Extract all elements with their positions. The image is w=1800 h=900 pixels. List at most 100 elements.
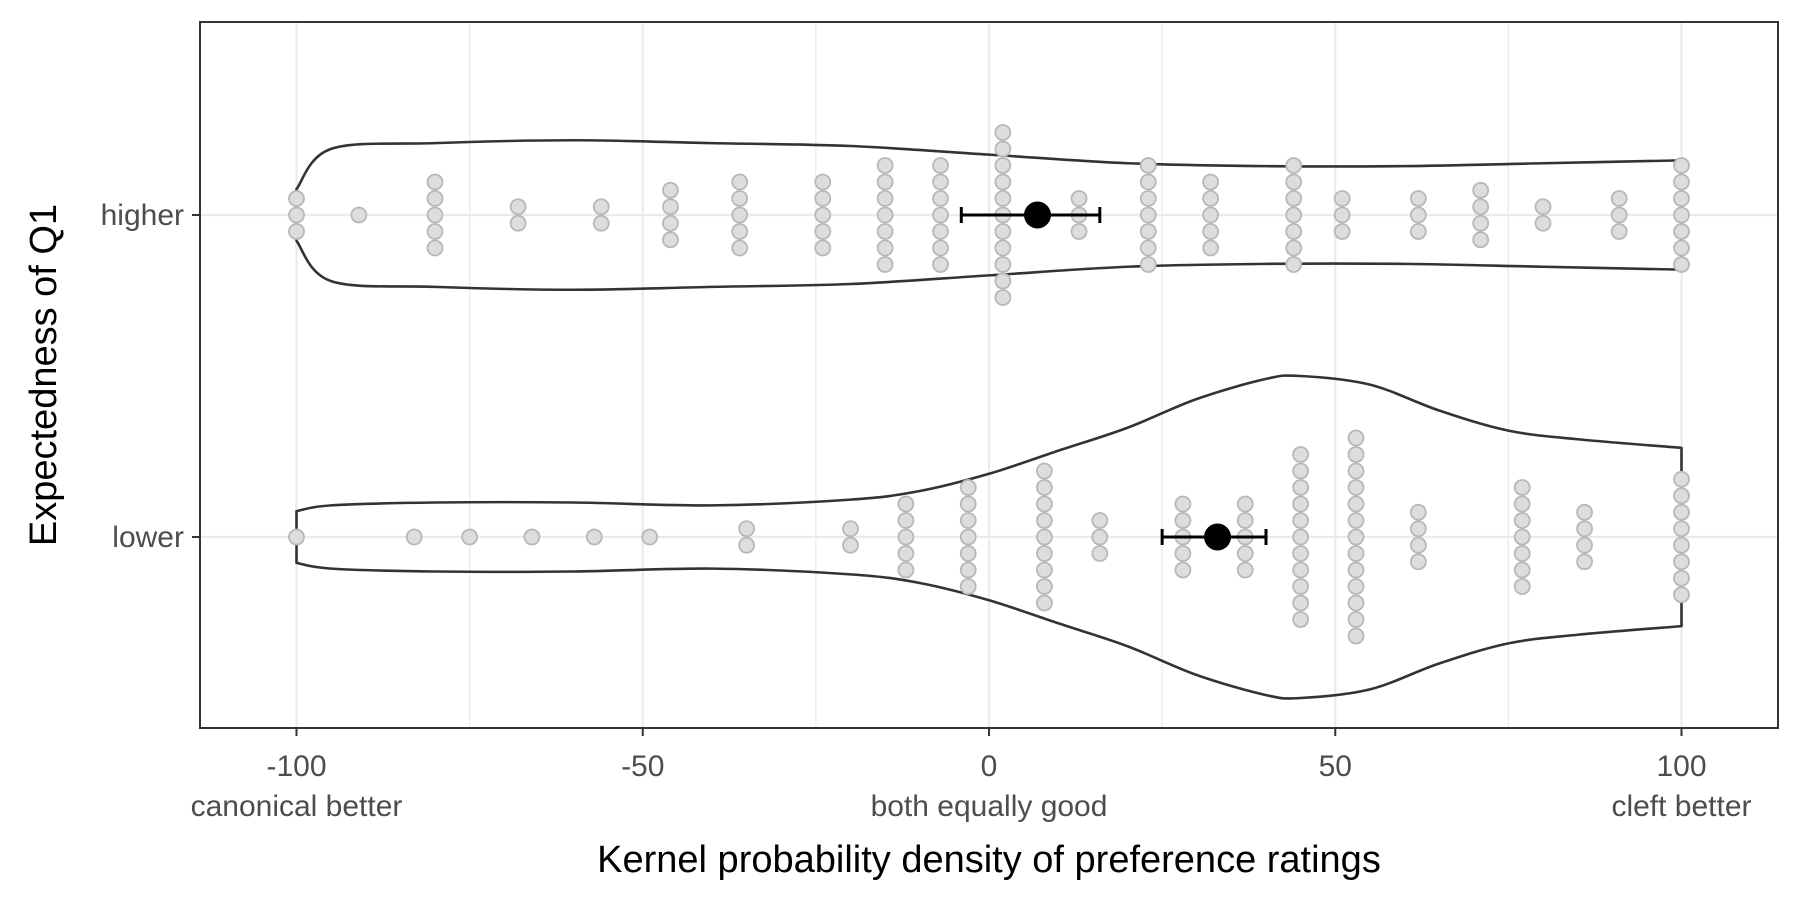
- data-point-higher: [662, 198, 679, 216]
- data-point-lower: [461, 528, 479, 546]
- data-point-higher: [994, 256, 1012, 273]
- data-point-lower: [1292, 479, 1310, 496]
- x-tick-label: -50: [621, 750, 664, 783]
- data-point-higher: [1673, 190, 1690, 207]
- data-point-lower: [1292, 462, 1310, 480]
- data-point-lower: [1036, 479, 1053, 496]
- data-point-lower: [585, 528, 603, 546]
- data-point-higher: [1139, 173, 1157, 191]
- data-point-higher: [814, 239, 832, 257]
- data-point-lower: [1513, 561, 1531, 579]
- data-point-lower: [1673, 536, 1690, 554]
- violin-lower: [295, 374, 1683, 700]
- data-point-higher: [1285, 157, 1303, 174]
- data-point-lower: [1292, 495, 1310, 513]
- data-point-higher: [994, 239, 1012, 257]
- data-point-higher: [1139, 223, 1157, 240]
- data-point-lower: [738, 520, 756, 538]
- data-point-higher: [994, 190, 1012, 207]
- data-point-higher: [1285, 223, 1303, 240]
- data-point-higher: [1333, 190, 1351, 207]
- data-point-lower: [1292, 545, 1310, 562]
- data-point-lower: [1292, 611, 1310, 628]
- data-point-lower: [897, 512, 915, 529]
- data-point-lower: [897, 495, 915, 513]
- data-point-lower: [1347, 627, 1365, 645]
- data-point-higher: [814, 206, 832, 224]
- data-point-higher: [1610, 223, 1628, 240]
- data-point-lower: [1347, 561, 1365, 579]
- data-point-higher: [350, 206, 368, 224]
- data-point-higher: [1285, 190, 1303, 207]
- data-point-higher: [1673, 223, 1690, 240]
- data-point-higher: [932, 206, 949, 224]
- data-point-lower: [959, 578, 977, 595]
- data-point-higher: [426, 190, 444, 207]
- data-point-lower: [1673, 586, 1690, 604]
- data-point-lower: [1347, 479, 1365, 496]
- data-point-lower: [1347, 495, 1365, 513]
- data-point-higher: [932, 190, 949, 207]
- data-point-higher: [1285, 256, 1303, 273]
- data-point-higher: [592, 198, 610, 216]
- data-point-lower: [1347, 429, 1365, 447]
- data-point-higher: [1673, 239, 1690, 257]
- data-point-lower: [1513, 578, 1531, 595]
- data-point-lower: [959, 512, 977, 529]
- data-point-higher: [1285, 239, 1303, 257]
- x-tick-sublabel: both equally good: [871, 790, 1108, 823]
- data-point-higher: [1534, 214, 1552, 232]
- data-point-lower: [1513, 528, 1531, 546]
- data-point-higher: [592, 214, 610, 232]
- data-point-higher: [1610, 206, 1628, 224]
- data-point-higher: [994, 272, 1012, 290]
- data-point-higher: [731, 173, 749, 191]
- data-point-lower: [1409, 536, 1427, 554]
- y-axis-title: Expectedness of Q1: [23, 204, 65, 546]
- data-point-lower: [1673, 487, 1690, 505]
- data-point-lower: [1576, 503, 1593, 521]
- data-point-lower: [1236, 561, 1254, 579]
- data-point-lower: [1036, 594, 1053, 612]
- data-point-higher: [288, 206, 305, 224]
- data-point-higher: [876, 206, 894, 224]
- x-tick-label: -100: [266, 750, 326, 783]
- data-point-lower: [1174, 512, 1192, 529]
- data-point-higher: [1472, 214, 1490, 232]
- data-point-lower: [738, 536, 756, 554]
- data-point-lower: [1576, 520, 1593, 538]
- data-point-higher: [288, 223, 305, 240]
- data-point-lower: [1292, 594, 1310, 612]
- data-point-higher: [426, 223, 444, 240]
- data-point-higher: [662, 214, 679, 232]
- data-point-higher: [932, 223, 949, 240]
- data-point-lower: [1347, 578, 1365, 595]
- mean-point-higher: [1023, 201, 1051, 229]
- data-point-lower: [1513, 512, 1531, 529]
- data-point-higher: [814, 223, 832, 240]
- data-point-higher: [994, 289, 1012, 306]
- data-point-lower: [1036, 462, 1053, 480]
- data-point-higher: [1472, 198, 1490, 216]
- data-point-lower: [897, 545, 915, 562]
- data-point-higher: [814, 190, 832, 207]
- data-point-lower: [1673, 553, 1690, 571]
- y-tick-label: lower: [112, 521, 184, 554]
- data-point-lower: [959, 528, 977, 546]
- data-point-lower: [1292, 578, 1310, 595]
- data-point-higher: [1139, 239, 1157, 257]
- data-point-lower: [1513, 495, 1531, 513]
- data-point-lower: [1347, 462, 1365, 480]
- data-point-higher: [876, 157, 894, 174]
- data-point-lower: [897, 561, 915, 579]
- data-point-higher: [1333, 206, 1351, 224]
- data-point-higher: [731, 190, 749, 207]
- data-point-higher: [1202, 190, 1219, 207]
- data-point-lower: [1347, 512, 1365, 529]
- data-point-lower: [1347, 528, 1365, 546]
- data-point-lower: [1174, 495, 1192, 513]
- data-point-higher: [1202, 239, 1219, 257]
- x-tick-sublabel: cleft better: [1611, 790, 1751, 823]
- data-point-higher: [1070, 223, 1088, 240]
